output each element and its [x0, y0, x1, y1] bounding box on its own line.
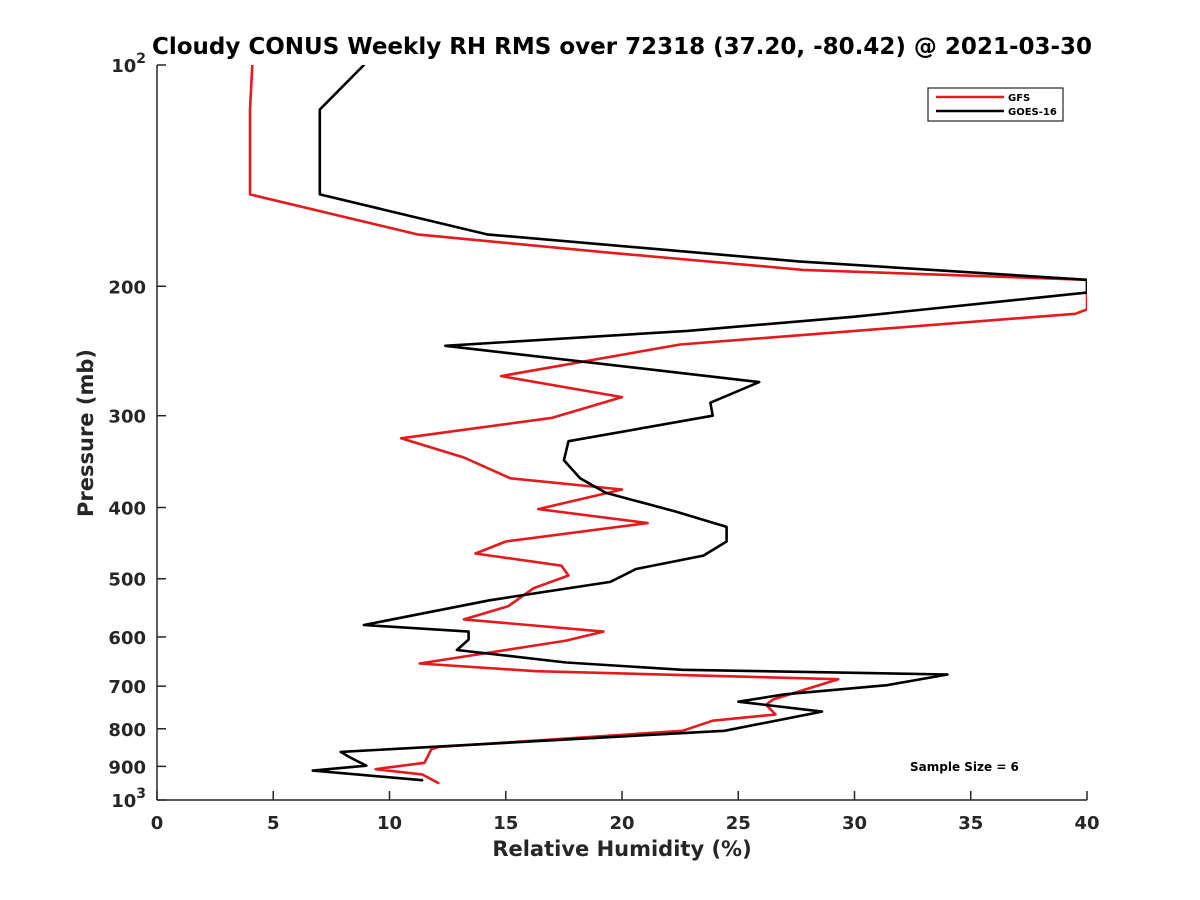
chart-title: Cloudy CONUS Weekly RH RMS over 72318 (3…	[152, 34, 1092, 60]
legend-box	[927, 87, 1064, 122]
x-tick-label-1: 5	[267, 813, 280, 834]
y-tick-label-2: 300	[108, 407, 146, 428]
y-tick-label-1: 200	[108, 277, 146, 298]
y-tick-label-8: 900	[108, 757, 146, 778]
legend-label-gfs: GFS	[1008, 93, 1030, 104]
x-tick-label-7: 35	[958, 813, 983, 834]
legend: GFS GOES-16	[927, 87, 1064, 122]
y-tick-label-7: 800	[108, 720, 146, 741]
x-tick-label-4: 20	[609, 813, 634, 834]
y-tick-label-6: 700	[108, 677, 146, 698]
x-axis-title: Relative Humidity (%)	[492, 837, 751, 861]
series-line-gfs	[248, 65, 1087, 785]
x-tick-label-6: 30	[842, 813, 867, 834]
y-tick-label-3: 400	[108, 499, 146, 520]
series-line-goes16	[311, 65, 1087, 782]
y-tick-label-9: 103	[111, 786, 146, 812]
x-tick-label-0: 0	[151, 813, 164, 834]
x-tick-label-2: 10	[377, 813, 402, 834]
y-tick-label-4: 500	[108, 570, 146, 591]
x-tick-label-5: 25	[726, 813, 751, 834]
x-axis-ticks: 0 5 10 15 20 25 30 35 40	[151, 791, 1100, 834]
y-axis-ticks: 102 200 300 400 500 600 700 800 900 103	[108, 51, 166, 812]
x-tick-label-8: 40	[1074, 813, 1099, 834]
sample-size-annotation: Sample Size = 6	[910, 760, 1019, 774]
y-tick-label-5: 600	[108, 628, 146, 649]
y-axis-title: Pressure (mb)	[74, 349, 98, 517]
plot-area: 0 5 10 15 20 25 30 35 40 102 200 300 400 500 600 700 80…	[108, 51, 1099, 834]
y-tick-label-0: 102	[111, 51, 146, 77]
series-layer	[248, 65, 1087, 785]
x-tick-label-3: 15	[493, 813, 518, 834]
legend-label-goes16: GOES-16	[1008, 107, 1057, 118]
